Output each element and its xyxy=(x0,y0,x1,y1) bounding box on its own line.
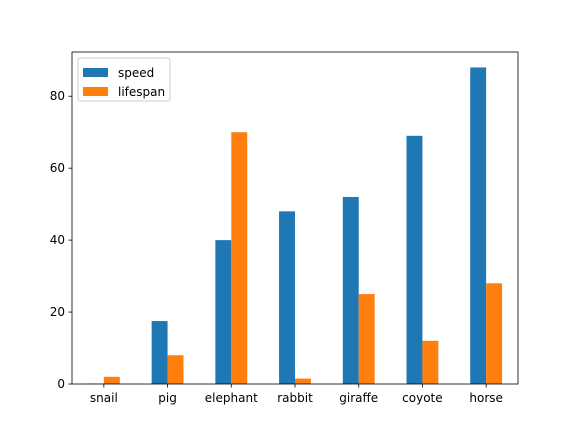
bar-lifespan-pig xyxy=(167,355,184,384)
y-tick-label: 20 xyxy=(50,305,65,319)
bar-lifespan-coyote xyxy=(422,340,439,384)
bar-speed-elephant xyxy=(215,240,232,384)
y-tick-label: 0 xyxy=(57,377,65,391)
legend: speed lifespan xyxy=(77,57,171,102)
bar-lifespan-horse xyxy=(486,283,503,384)
legend-swatch-lifespan xyxy=(83,87,108,96)
y-tick-label: 80 xyxy=(50,89,65,103)
x-tick-label: horse xyxy=(469,391,503,405)
bar-speed-horse xyxy=(470,67,487,384)
bars-layer xyxy=(87,67,503,384)
bar-lifespan-snail xyxy=(103,376,120,384)
bar-speed-coyote xyxy=(406,135,423,384)
bar-lifespan-giraffe xyxy=(358,294,375,384)
legend-label-lifespan: lifespan xyxy=(118,85,165,99)
bar-speed-pig xyxy=(151,321,168,384)
legend-label-speed: speed xyxy=(118,66,154,80)
x-tick-label: coyote xyxy=(402,391,442,405)
y-tick-label: 60 xyxy=(50,161,65,175)
legend-swatch-speed xyxy=(83,68,108,77)
bar-lifespan-elephant xyxy=(231,132,248,384)
bar-lifespan-rabbit xyxy=(295,378,311,384)
x-tick-label: elephant xyxy=(205,391,258,405)
x-tick-label: snail xyxy=(90,391,118,405)
x-tick-label: rabbit xyxy=(277,391,313,405)
x-axis: snail pig elephant rabbit giraffe coyote horse xyxy=(90,384,503,405)
bar-speed-rabbit xyxy=(279,211,295,384)
bar-speed-giraffe xyxy=(342,196,359,384)
y-axis: 0 20 40 60 80 xyxy=(50,89,72,391)
x-tick-label: giraffe xyxy=(339,391,378,405)
y-tick-label: 40 xyxy=(50,233,65,247)
x-tick-label: pig xyxy=(158,391,177,405)
